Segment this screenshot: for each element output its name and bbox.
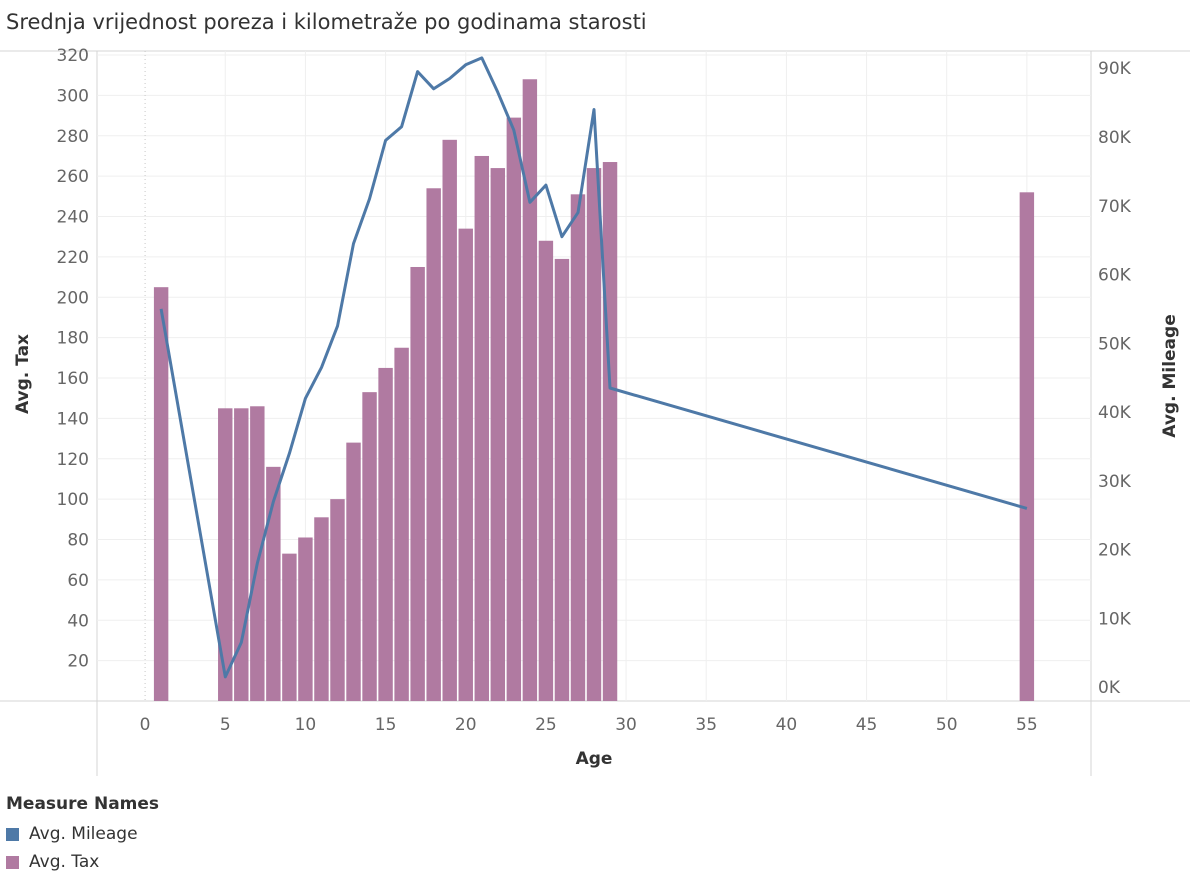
y2-tick-label: 90K [1098, 59, 1132, 79]
x-tick-label: 35 [695, 715, 717, 735]
y-tick-label: 120 [57, 450, 89, 470]
tax-bar[interactable] [586, 168, 602, 701]
y-tick-label: 280 [57, 127, 89, 147]
y-tick-label: 260 [57, 167, 89, 187]
tax-bar[interactable] [362, 392, 377, 701]
tax-bar[interactable] [570, 194, 586, 701]
tax-bar[interactable] [314, 517, 329, 701]
tax-bar[interactable] [346, 442, 361, 701]
y2-tick-label: 40K [1098, 403, 1132, 423]
legend-label-mileage: Avg. Mileage [29, 824, 138, 844]
y2-tick-label: 70K [1098, 197, 1132, 217]
tax-bar[interactable] [538, 240, 554, 701]
y-tick-label: 240 [57, 208, 89, 228]
y-tick-label: 220 [57, 248, 89, 268]
tax-bar[interactable] [602, 162, 618, 701]
y2-tick-label: 10K [1098, 609, 1132, 629]
tax-bar[interactable] [266, 466, 281, 701]
legend-item-tax[interactable]: Avg. Tax [6, 848, 159, 876]
x-tick-label: 5 [220, 715, 231, 735]
mileage-line[interactable] [159, 56, 1028, 679]
y-tick-label: 320 [57, 46, 89, 66]
y-tick-label: 80 [67, 531, 89, 551]
x-tick-label: 25 [535, 715, 557, 735]
tax-bar[interactable] [153, 287, 169, 701]
y-tick-label: 60 [67, 571, 89, 591]
legend: Measure Names Avg. Mileage Avg. Tax [6, 794, 159, 876]
legend-swatch-tax [6, 855, 19, 869]
tax-bar[interactable] [1019, 192, 1035, 701]
y-tick-label: 180 [57, 329, 89, 349]
x-tick-label: 20 [455, 715, 477, 735]
tax-bar[interactable] [490, 168, 506, 701]
tax-bar[interactable] [554, 258, 570, 701]
tax-bar[interactable] [330, 499, 345, 701]
legend-label-tax: Avg. Tax [29, 852, 100, 872]
tax-bar[interactable] [458, 228, 473, 701]
x-axis-title: Age [576, 749, 613, 769]
x-tick-label: 50 [936, 715, 958, 735]
tax-bar[interactable] [282, 553, 297, 701]
y2-tick-label: 30K [1098, 472, 1132, 492]
tax-bar[interactable] [522, 79, 538, 702]
tax-bar[interactable] [234, 408, 249, 701]
tax-bar[interactable] [378, 367, 393, 701]
y-tick-label: 300 [57, 86, 89, 106]
x-tick-label: 45 [856, 715, 878, 735]
tax-bar[interactable] [250, 406, 265, 701]
y-axis-title: Avg. Tax [13, 334, 33, 414]
y-tick-label: 140 [57, 409, 89, 429]
y2-tick-label: 0K [1098, 678, 1121, 698]
y2-tick-label: 60K [1098, 266, 1132, 286]
tax-bar[interactable] [474, 155, 489, 702]
tax-bar[interactable] [218, 408, 233, 701]
tax-bar[interactable] [506, 117, 522, 701]
legend-item-mileage[interactable]: Avg. Mileage [6, 820, 159, 848]
chart-title: Srednja vrijednost poreza i kilometraže … [6, 10, 647, 34]
legend-swatch-mileage [6, 827, 19, 841]
legend-title: Measure Names [6, 794, 160, 814]
tax-bar[interactable] [394, 347, 409, 701]
x-tick-label: 10 [295, 715, 317, 735]
y-tick-label: 100 [57, 490, 89, 510]
x-tick-label: 55 [1016, 715, 1038, 735]
y-tick-label: 20 [67, 652, 89, 672]
y2-tick-label: 20K [1098, 541, 1132, 561]
tax-bar[interactable] [298, 537, 313, 701]
tax-bar[interactable] [410, 266, 425, 701]
y2-tick-label: 80K [1098, 128, 1132, 148]
x-tick-label: 15 [375, 715, 397, 735]
tax-bar[interactable] [426, 188, 441, 701]
x-tick-label: 30 [615, 715, 637, 735]
x-tick-label: 0 [140, 715, 151, 735]
y2-axis-title: Avg. Mileage [1160, 314, 1180, 437]
y2-tick-label: 50K [1098, 334, 1132, 354]
x-tick-label: 40 [776, 715, 798, 735]
y-tick-label: 40 [67, 611, 89, 631]
y-tick-label: 200 [57, 288, 89, 308]
y-tick-label: 160 [57, 369, 89, 389]
tax-bar[interactable] [442, 139, 457, 701]
